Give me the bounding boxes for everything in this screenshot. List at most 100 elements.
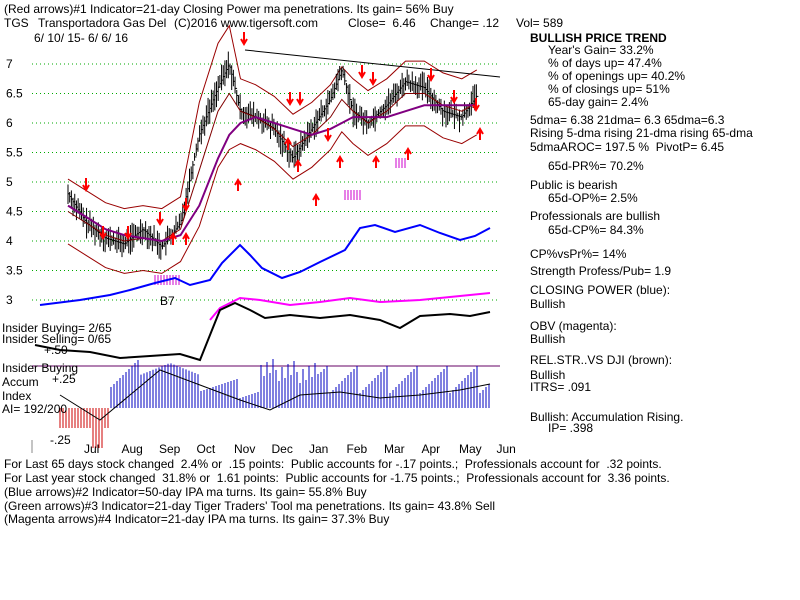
x-tick-label: Jul: [84, 442, 99, 456]
down-arrow-head: [240, 38, 248, 46]
ma65-line: [67, 104, 477, 243]
x-tick-label: Apr: [422, 442, 441, 456]
ai-label: AI= 192/200: [2, 402, 68, 416]
right-panel-line: Bullish: [530, 368, 566, 382]
accum-minus25-label: -.25: [50, 433, 71, 447]
y-tick-label: 3: [6, 293, 13, 307]
y-tick-label: 6: [6, 116, 13, 130]
up-arrow-head: [234, 178, 242, 186]
right-panel-line: % of closings up= 51%: [548, 82, 670, 96]
bottom-summary-line: (Magenta arrows)#4 Indicator=21-day IPA …: [4, 512, 390, 526]
lower-band-line: [67, 125, 478, 274]
x-tick-label: Sep: [159, 442, 181, 456]
right-panel-line: Bullish: [530, 297, 566, 311]
closing-power-path: [39, 223, 491, 306]
up-arrow-head: [182, 232, 190, 240]
up-arrow-head: [294, 159, 302, 167]
up-arrow-head: [372, 155, 380, 163]
right-panel-line: ITRS= .091: [530, 380, 592, 394]
accumulation-index: [32, 359, 500, 448]
price-bars: [67, 51, 479, 260]
price-grid: [32, 63, 500, 301]
accum-ma-path: [59, 369, 491, 421]
x-tick-label: Nov: [234, 442, 255, 456]
accum-plus50-label: +.50: [44, 343, 68, 357]
copyright: (C)2016 www.tigersoft.com: [174, 16, 319, 30]
x-tick-label: Oct: [197, 442, 216, 456]
right-panel-line: Public is bearish: [530, 178, 618, 192]
right-panel-line: BULLISH PRICE TREND: [530, 31, 667, 45]
resistance-trendline-path: [244, 49, 501, 78]
down-arrow-head: [450, 96, 458, 104]
y-tick-label: 5: [6, 175, 13, 189]
up-arrow-head: [336, 155, 344, 163]
right-panel-line: Rising 5-dma rising 21-dma rising 65-dma: [530, 126, 753, 140]
right-panel-line: Strength Profess/Pub= 1.9: [530, 264, 672, 278]
change-value: Change= .12: [430, 16, 500, 30]
date-range: 6/ 10/ 15- 6/ 6/ 16: [34, 31, 129, 45]
up-arrow-head: [284, 137, 292, 145]
right-panel-line: 65d-CP%= 84.3%: [548, 223, 644, 237]
resistance-trendline: [244, 49, 501, 78]
right-panel-line: Bullish: [530, 332, 566, 346]
accum-label: Accum: [2, 375, 39, 389]
y-axis-ticks: 7 6.5 6 5.5 5 4.5 4 3.5 3: [6, 57, 23, 307]
upper-band-path: [67, 24, 478, 210]
x-tick-label: Jun: [497, 442, 516, 456]
relative-strength-path: [34, 301, 491, 362]
y-tick-label: 3.5: [6, 264, 23, 278]
close-value: Close= 6.46: [348, 16, 416, 30]
down-arrow-head: [324, 134, 332, 142]
y-tick-label: 4.5: [6, 205, 23, 219]
down-arrow-head: [156, 218, 164, 226]
x-tick-label: Aug: [122, 442, 143, 456]
down-arrow-head: [369, 78, 377, 86]
down-arrow-head: [427, 74, 435, 82]
accum-plus25-label: +.25: [52, 372, 76, 386]
y-tick-label: 5.5: [6, 146, 23, 160]
down-arrow-head: [286, 98, 294, 106]
lower-band-path: [67, 125, 478, 274]
x-axis-ticks: Jul Aug Sep Oct Nov Dec Jan Feb Mar Apr May Jun: [31, 440, 516, 456]
down-arrow-head: [296, 98, 304, 106]
insider-buying-label: Insider Buying= 2/65: [2, 321, 112, 335]
up-arrow-head: [312, 193, 320, 201]
y-tick-label: 4: [6, 234, 13, 248]
y-tick-label: 6.5: [6, 87, 23, 101]
x-tick-label: Dec: [272, 442, 293, 456]
y-tick-label: 7: [6, 57, 13, 71]
x-tick-label: Jan: [309, 442, 328, 456]
ticker: TGS: [4, 16, 29, 30]
x-tick-label: Mar: [384, 442, 405, 456]
right-panel-line: 65-day gain= 2.4%: [548, 95, 649, 109]
ma65-path: [67, 104, 477, 243]
down-arrow-head: [82, 184, 90, 192]
up-arrow-head: [404, 147, 412, 155]
right-panel-line: 5dma= 6.38 21dma= 6.3 65dma=6.3: [530, 113, 725, 127]
x-tick-label: May: [459, 442, 482, 456]
insider-selling-label: Insider Selling= 0/65: [2, 332, 112, 346]
down-arrow-head: [99, 232, 107, 240]
down-arrow-head: [124, 232, 132, 240]
right-panel-line: % of openings up= 40.2%: [548, 69, 686, 83]
right-panel-line: IP= .398: [548, 421, 594, 435]
up-arrow-head: [169, 232, 177, 240]
index-label: Index: [2, 389, 32, 403]
closing-power-line: [39, 223, 491, 306]
right-panel-line: Bullish: Accumulation Rising.: [530, 410, 684, 424]
bottom-summary-line: For Last 65 days stock changed 2.4% or .…: [4, 457, 662, 471]
bottom-summary-line: For Last year stock changed 31.8% or 1.6…: [4, 471, 670, 485]
right-panel-line: 65d-OP%= 2.5%: [548, 191, 638, 205]
insider-buying-label-2: Insider Buying: [2, 361, 79, 375]
bottom-summary-line: (Blue arrows)#2 Indicator=50-day IPA ma …: [4, 485, 367, 499]
right-panel-line: CP%vsPr%= 14%: [530, 247, 627, 261]
upper-band-line: [67, 24, 478, 210]
right-panel-line: Year's Gain= 33.2%: [548, 43, 654, 57]
right-panel-line: 5dmaAROC= 197.5 % PivotP= 6.45: [530, 140, 725, 154]
bottom-summary-line: (Green arrows)#3 Indicator=21-day Tiger …: [4, 499, 495, 513]
down-arrow-head: [182, 204, 190, 212]
signal-arrows: [82, 32, 484, 285]
right-panel-line: REL.STR..VS DJI (brown):: [530, 353, 673, 367]
obv-path: [209, 292, 491, 321]
